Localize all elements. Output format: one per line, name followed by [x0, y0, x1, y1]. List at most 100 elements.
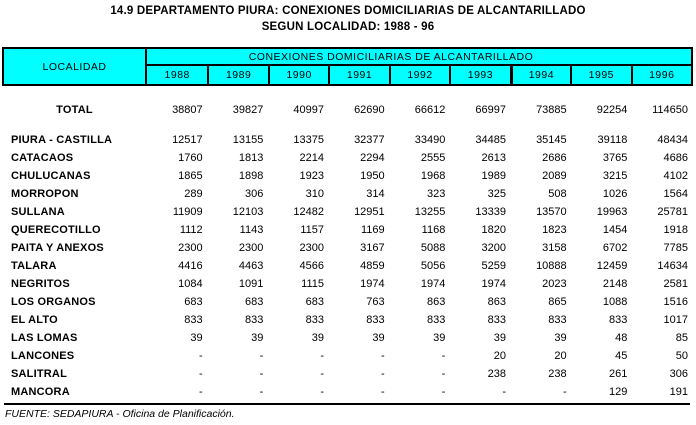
cell-value: 833 — [608, 314, 628, 326]
cell-value: 20 — [554, 350, 567, 362]
cell-value: 1974 — [420, 278, 446, 290]
cell-value: 1017 — [663, 314, 688, 326]
table-title: 14.9 DEPARTAMENTO PIURA: CONEXIONES DOMI… — [0, 3, 696, 35]
cell-value: 3215 — [602, 170, 628, 182]
cell-value: 1091 — [238, 278, 264, 290]
cell-value: 11909 — [172, 206, 203, 218]
cell-value: 1157 — [300, 224, 324, 236]
table-row: PAITA Y ANEXOS 2300 2300 2300 3167 5088 3200 31… — [2, 239, 693, 257]
cell-value: 1169 — [361, 224, 385, 236]
table-body: TOTAL 38807 39827 40997 62690 66612 66997 73885… — [2, 101, 693, 401]
cell-value: 325 — [487, 188, 506, 200]
cell-value: 6702 — [602, 242, 628, 254]
cell-value: 508 — [548, 188, 567, 200]
cell-value: 1820 — [481, 224, 506, 236]
cell-value: 1974 — [481, 278, 506, 290]
table-header: LOCALIDAD CONEXIONES DOMICILIARIAS DE AL… — [2, 47, 693, 86]
cell-value: 45 — [615, 350, 628, 362]
cell-value: 833 — [366, 314, 385, 326]
cell-value: 34485 — [475, 134, 506, 146]
row-label: SULLANA — [11, 206, 65, 218]
cell-value: 3765 — [602, 152, 628, 164]
cell-value: 323 — [426, 188, 446, 200]
cell-value: 39 — [554, 332, 567, 344]
cell-value: 1084 — [178, 278, 203, 290]
cell-value: 4566 — [299, 260, 324, 272]
cell-value: 12482 — [293, 206, 324, 218]
cell-value: - — [259, 386, 264, 398]
table-row: LOS ORGANOS 683 683 683 763 863 863 865 1088 1516 — [2, 293, 693, 311]
cell-value: 2300 — [178, 242, 203, 254]
cell-value: 1088 — [602, 296, 628, 308]
cell-value: 12459 — [596, 260, 628, 272]
cell-value: 5088 — [420, 242, 446, 254]
table-row: LAS LOMAS 39 39 39 39 39 39 39 48 85 — [2, 329, 693, 347]
cell-value: 2300 — [238, 242, 264, 254]
cell-value: 1923 — [299, 170, 324, 182]
cell-value: - — [441, 368, 446, 380]
cell-value: 48 — [615, 332, 628, 344]
cell-value: 1168 — [421, 224, 446, 236]
cell-value: 1989 — [481, 170, 506, 182]
row-label: CATACAOS — [11, 152, 74, 164]
cell-value: 306 — [244, 188, 264, 200]
cell-value: 39827 — [232, 104, 264, 116]
cell-value: 1950 — [360, 170, 385, 182]
cell-value: - — [441, 350, 446, 362]
source-note: FUENTE: SEDAPIURA - Oficina de Planifica… — [5, 408, 235, 420]
year-header-1993: 1993 — [449, 66, 509, 84]
table-row: LANCONES - - - - - 20 20 45 50 — [2, 347, 693, 365]
cell-value: - — [320, 386, 324, 398]
row-label: NEGRITOS — [11, 278, 70, 290]
table-row: PIURA - CASTILLA 12517 13155 13375 32377 3349… — [2, 131, 693, 149]
cell-value: 39 — [190, 332, 203, 344]
cell-value: 833 — [426, 314, 446, 326]
table-row: SULLANA 11909 12103 12482 12951 13255 13339 135… — [2, 203, 693, 221]
cell-value: 683 — [244, 296, 264, 308]
cell-value: 2581 — [663, 278, 688, 290]
row-label: PIURA - CASTILLA — [11, 134, 113, 146]
cell-value: 13255 — [414, 206, 446, 218]
year-header-1994: 1994 — [509, 66, 570, 84]
cell-value: 39 — [311, 332, 324, 344]
cell-value: 1516 — [663, 296, 688, 308]
year-header-1996: 1996 — [630, 66, 691, 84]
cell-value: 12103 — [232, 206, 264, 218]
cell-value: - — [198, 386, 203, 398]
cell-value: 1564 — [663, 188, 688, 200]
cell-value: 3167 — [360, 242, 385, 254]
cell-value: 863 — [426, 296, 446, 308]
cell-value: 66612 — [414, 104, 446, 116]
row-label: PAITA Y ANEXOS — [11, 242, 104, 254]
cell-value: 5259 — [481, 260, 506, 272]
cell-value: 39 — [372, 332, 385, 344]
cell-value: 40997 — [293, 104, 324, 116]
cell-value: 2023 — [542, 278, 567, 290]
cell-value: 863 — [487, 296, 506, 308]
row-label: LANCONES — [11, 350, 75, 362]
cell-value: 39 — [493, 332, 506, 344]
cell-value: 10888 — [536, 260, 567, 272]
cell-value: 2148 — [602, 278, 628, 290]
year-header-1995: 1995 — [570, 66, 630, 84]
cell-value: 5056 — [420, 260, 446, 272]
cell-value: 1112 — [179, 224, 203, 236]
cell-value: - — [198, 368, 203, 380]
cell-value: 683 — [184, 296, 203, 308]
column-group-header: CONEXIONES DOMICILIARIAS DE ALCANTARILLA… — [147, 49, 691, 66]
cell-value: 2089 — [542, 170, 567, 182]
cell-value: 1760 — [178, 152, 203, 164]
cell-value: 1823 — [542, 224, 567, 236]
cell-value: - — [198, 350, 203, 362]
cell-value: 191 — [669, 386, 688, 398]
cell-value: 1813 — [238, 152, 264, 164]
cell-value: 833 — [487, 314, 506, 326]
row-label: TALARA — [11, 260, 57, 272]
cell-value: 13155 — [232, 134, 264, 146]
row-label: TOTAL — [56, 104, 93, 116]
cell-value: 1115 — [301, 278, 324, 290]
cell-value: 85 — [675, 332, 688, 344]
cell-value: 12951 — [354, 206, 385, 218]
cell-value: - — [320, 368, 324, 380]
